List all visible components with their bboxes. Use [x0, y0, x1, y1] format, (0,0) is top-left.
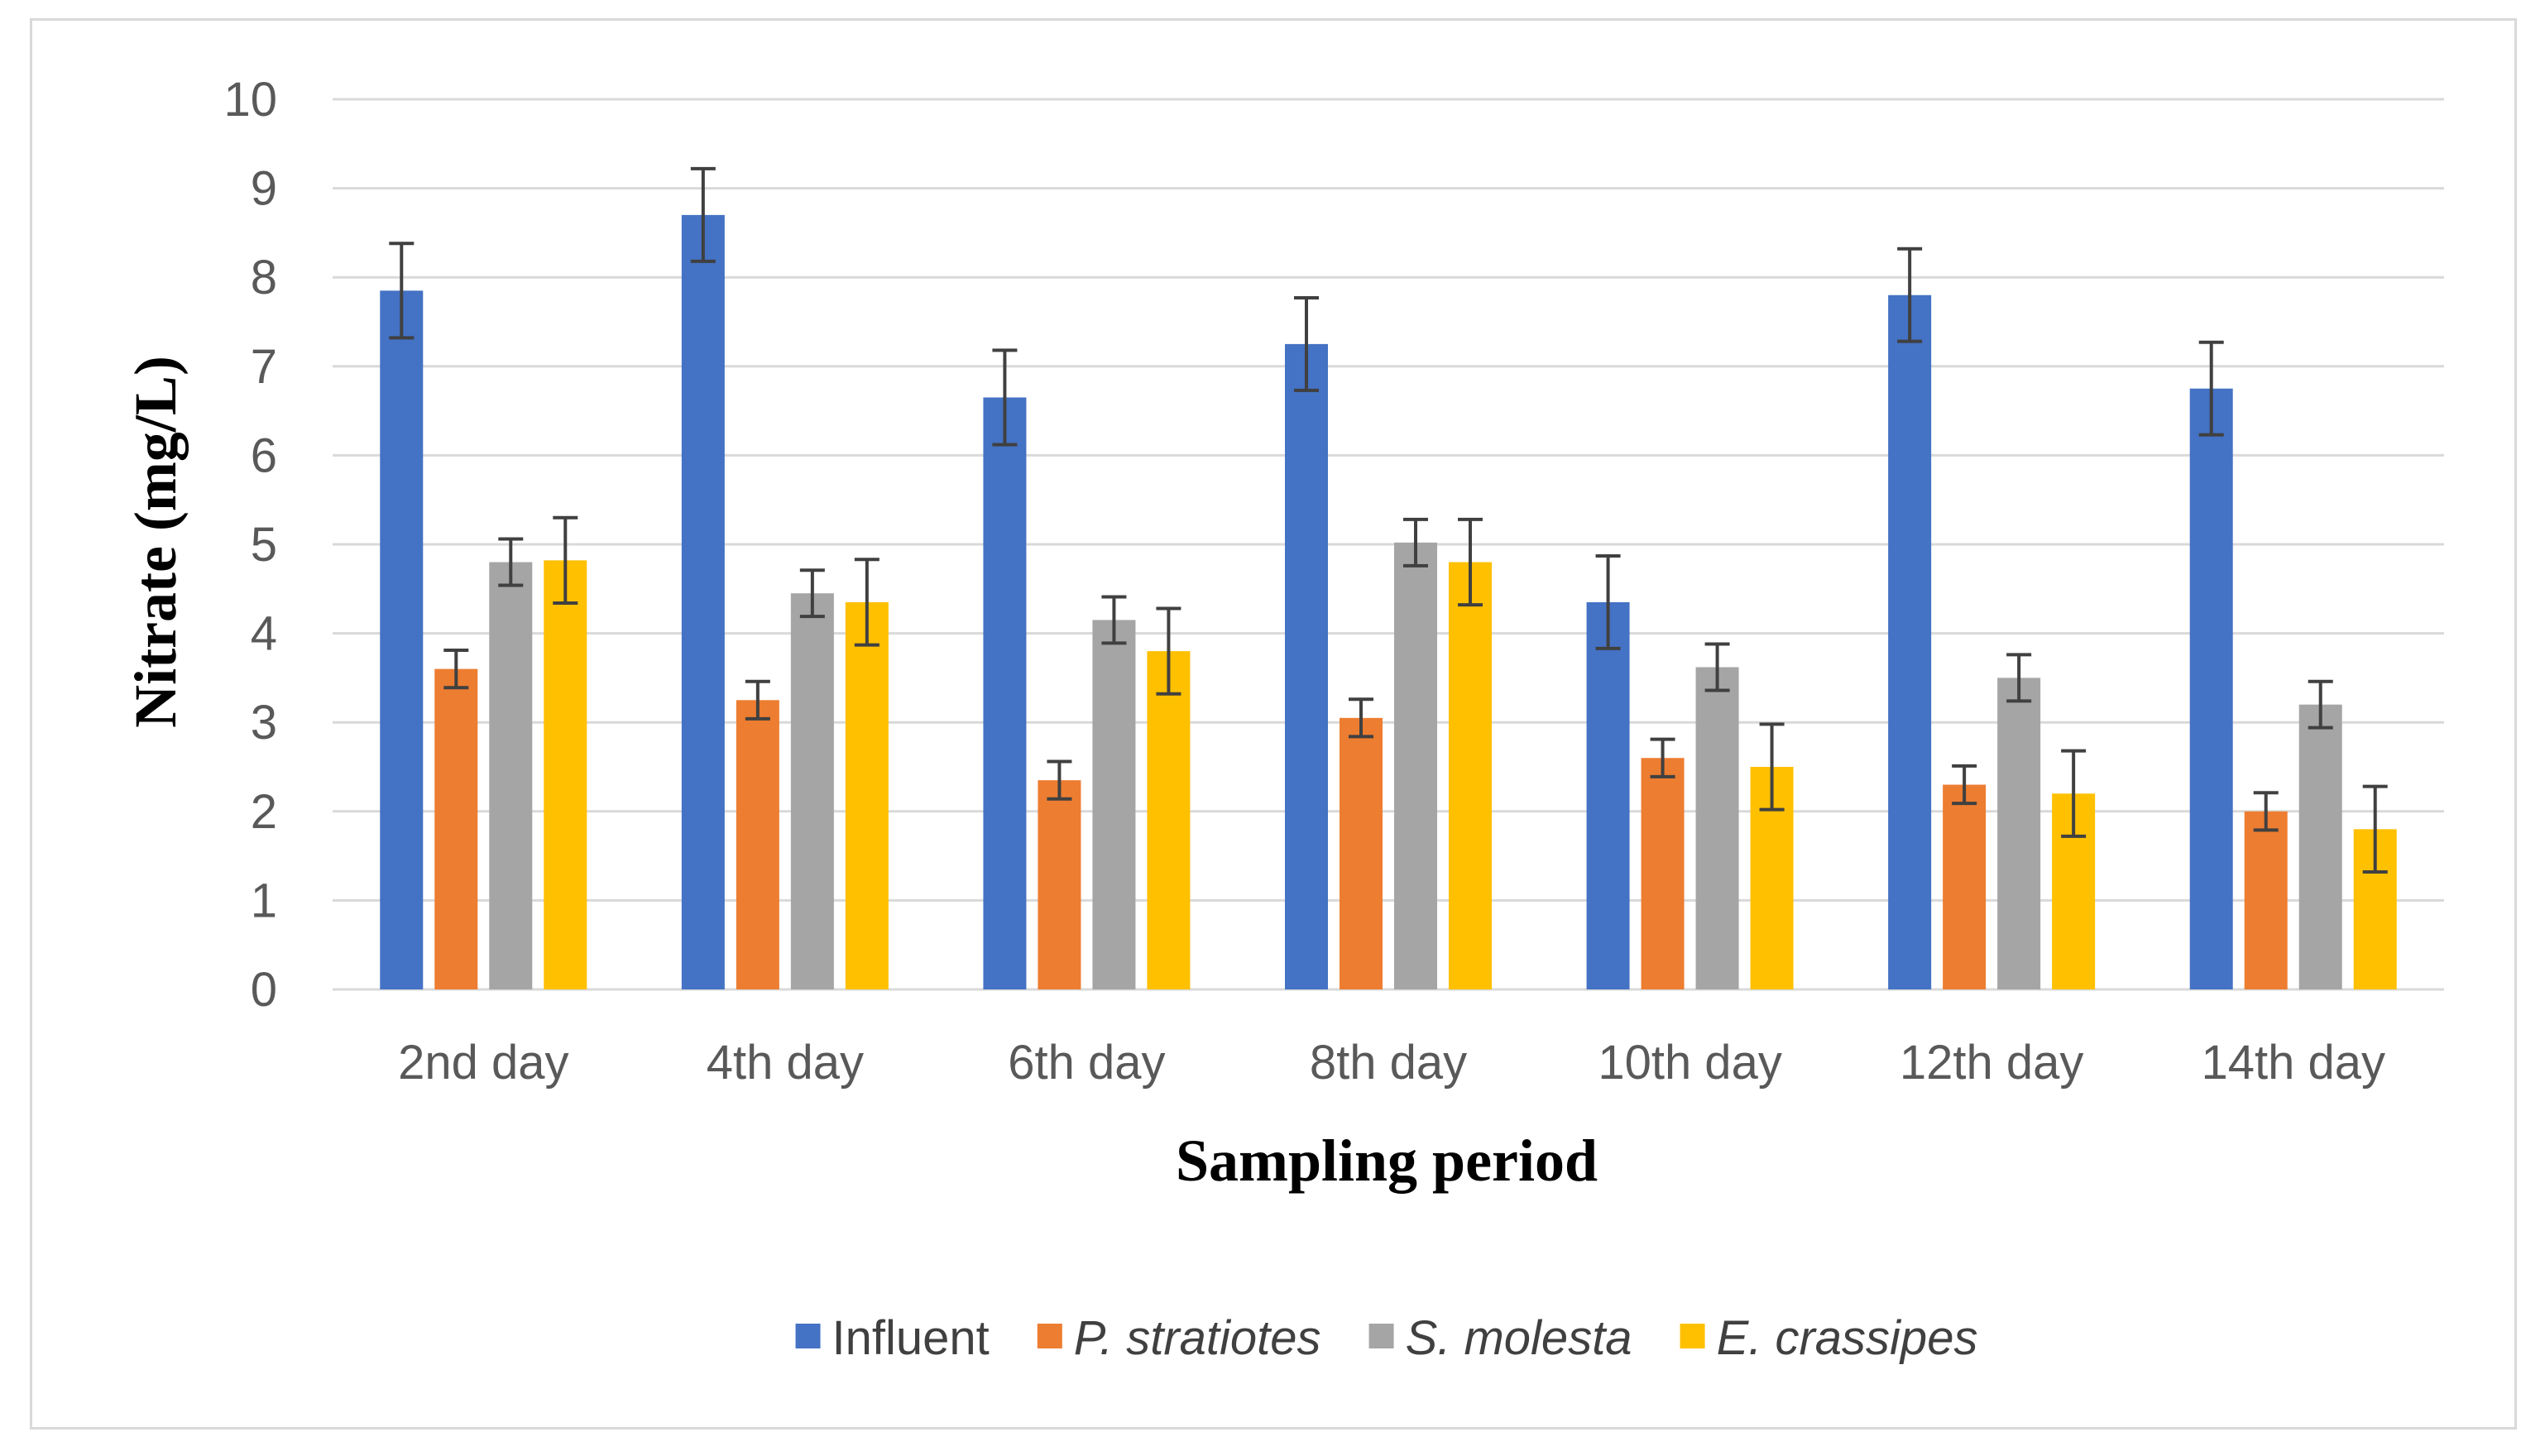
bar-influent-14th-day: [2189, 388, 2233, 989]
bar-influent-8th-day: [1285, 343, 1328, 989]
error-bar-p-stratiotes-12th-day: [1952, 764, 1977, 806]
bar-s-molesta-8th-day: [1394, 542, 1437, 989]
error-bar-influent-12th-day: [1897, 247, 1923, 343]
y-tick-label-0: 0: [251, 963, 277, 1017]
error-bar-p-stratiotes-6th-day: [1047, 759, 1072, 801]
x-tick-label-10th-day: 10th day: [1598, 1036, 1782, 1090]
legend-item-e-crassipes: E. crassipes: [1680, 1311, 1978, 1365]
bar-e-crassipes-6th-day: [1147, 651, 1191, 989]
bar-s-molesta-2nd-day: [489, 562, 533, 989]
error-bar-s-molesta-10th-day: [1704, 642, 1730, 692]
bar-s-molesta-6th-day: [1092, 620, 1136, 989]
error-bar-s-molesta-12th-day: [2006, 653, 2032, 703]
legend-item-s-molesta: S. molesta: [1368, 1311, 1632, 1365]
error-bar-p-stratiotes-8th-day: [1349, 697, 1373, 739]
bar-p-stratiotes-10th-day: [1641, 758, 1685, 989]
bar-influent-2nd-day: [380, 290, 424, 990]
bar-influent-12th-day: [1888, 295, 1932, 990]
x-tick-label-4th-day: 4th day: [707, 1036, 864, 1090]
error-bar-s-molesta-4th-day: [799, 568, 825, 619]
x-tick-labels: 2nd day 4th day 6th day 8th day 10th day 12th…: [398, 1036, 2385, 1090]
bar-s-molesta-12th-day: [1997, 678, 2041, 989]
bar-e-crassipes-4th-day: [845, 601, 889, 989]
y-tick-label-7: 7: [251, 340, 277, 394]
error-bar-e-crassipes-4th-day: [854, 558, 879, 647]
bar-influent-10th-day: [1586, 601, 1630, 989]
bar-s-molesta-10th-day: [1695, 667, 1739, 989]
y-tick-label-1: 1: [251, 874, 277, 927]
bar-p-stratiotes-4th-day: [736, 700, 779, 989]
y-axis-title: Nitrate (mg/L): [122, 356, 189, 728]
error-bar-influent-10th-day: [1595, 553, 1621, 650]
error-bar-p-stratiotes-10th-day: [1650, 737, 1675, 778]
bar-influent-4th-day: [681, 214, 725, 989]
bar-e-crassipes-2nd-day: [544, 560, 587, 989]
error-bar-influent-2nd-day: [389, 242, 415, 340]
bar-e-crassipes-8th-day: [1449, 562, 1492, 989]
y-tick-label-6: 6: [251, 429, 277, 482]
bar-p-stratiotes-12th-day: [1943, 784, 1987, 989]
error-bar-s-molesta-8th-day: [1403, 517, 1428, 568]
error-bar-e-crassipes-12th-day: [2061, 749, 2087, 838]
legend-item-influent: Influent: [795, 1311, 990, 1365]
error-bar-e-crassipes-14th-day: [2362, 784, 2388, 874]
y-tick-label-5: 5: [251, 518, 277, 572]
y-tick-label-2: 2: [251, 785, 277, 839]
bar-p-stratiotes-8th-day: [1340, 717, 1383, 989]
legend-label-s-molesta: S. molesta: [1406, 1311, 1632, 1365]
gridlines: [333, 98, 2444, 991]
error-bar-p-stratiotes-4th-day: [745, 679, 770, 721]
error-bar-e-crassipes-6th-day: [1156, 606, 1181, 696]
x-tick-label-6th-day: 6th day: [1008, 1036, 1165, 1090]
y-tick-label-4: 4: [251, 607, 277, 661]
error-bar-influent-8th-day: [1294, 295, 1319, 392]
error-bars: [389, 166, 2388, 874]
x-axis-title: Sampling period: [1176, 1128, 1598, 1194]
legend-label-p-stratiotes: P. stratiotes: [1074, 1311, 1321, 1365]
bar-p-stratiotes-2nd-day: [434, 668, 478, 989]
error-bar-influent-6th-day: [992, 348, 1018, 447]
bar-influent-6th-day: [983, 397, 1027, 990]
x-tick-label-2nd-day: 2nd day: [398, 1036, 568, 1090]
error-bar-s-molesta-14th-day: [2308, 679, 2333, 730]
legend-swatch-s-molesta: [1368, 1324, 1394, 1348]
error-bar-e-crassipes-10th-day: [1759, 722, 1785, 812]
bar-p-stratiotes-14th-day: [2244, 811, 2288, 989]
bar-s-molesta-4th-day: [790, 593, 834, 989]
y-tick-labels: 0 1 2 3 4 5 6 7 8 9 10: [223, 73, 277, 1017]
error-bar-e-crassipes-2nd-day: [553, 515, 578, 606]
x-tick-label-14th-day: 14th day: [2201, 1036, 2385, 1090]
legend-swatch-p-stratiotes: [1037, 1324, 1062, 1348]
error-bar-influent-4th-day: [690, 166, 716, 263]
error-bar-s-molesta-2nd-day: [498, 537, 524, 587]
bars: [380, 214, 2397, 990]
bar-s-molesta-14th-day: [2298, 704, 2342, 989]
y-tick-label-8: 8: [251, 251, 277, 304]
legend-label-e-crassipes: E. crassipes: [1717, 1311, 1978, 1365]
y-tick-label-9: 9: [251, 162, 277, 216]
error-bar-e-crassipes-8th-day: [1458, 517, 1483, 607]
legend-swatch-e-crassipes: [1680, 1324, 1705, 1348]
legend-item-p-stratiotes: P. stratiotes: [1037, 1311, 1321, 1365]
x-tick-label-8th-day: 8th day: [1310, 1036, 1467, 1090]
y-tick-label-3: 3: [251, 696, 277, 750]
x-tick-label-12th-day: 12th day: [1900, 1036, 2084, 1090]
legend: Influent P. stratiotes S. molesta E. crassi…: [795, 1311, 1978, 1365]
error-bar-p-stratiotes-2nd-day: [443, 649, 469, 690]
error-bar-s-molesta-6th-day: [1101, 595, 1127, 645]
error-bar-influent-14th-day: [2198, 340, 2224, 437]
y-tick-label-10: 10: [223, 73, 277, 127]
error-bar-p-stratiotes-14th-day: [2253, 791, 2279, 832]
legend-swatch-influent: [795, 1324, 821, 1348]
legend-label-influent: Influent: [832, 1311, 990, 1365]
bar-p-stratiotes-6th-day: [1038, 780, 1081, 989]
